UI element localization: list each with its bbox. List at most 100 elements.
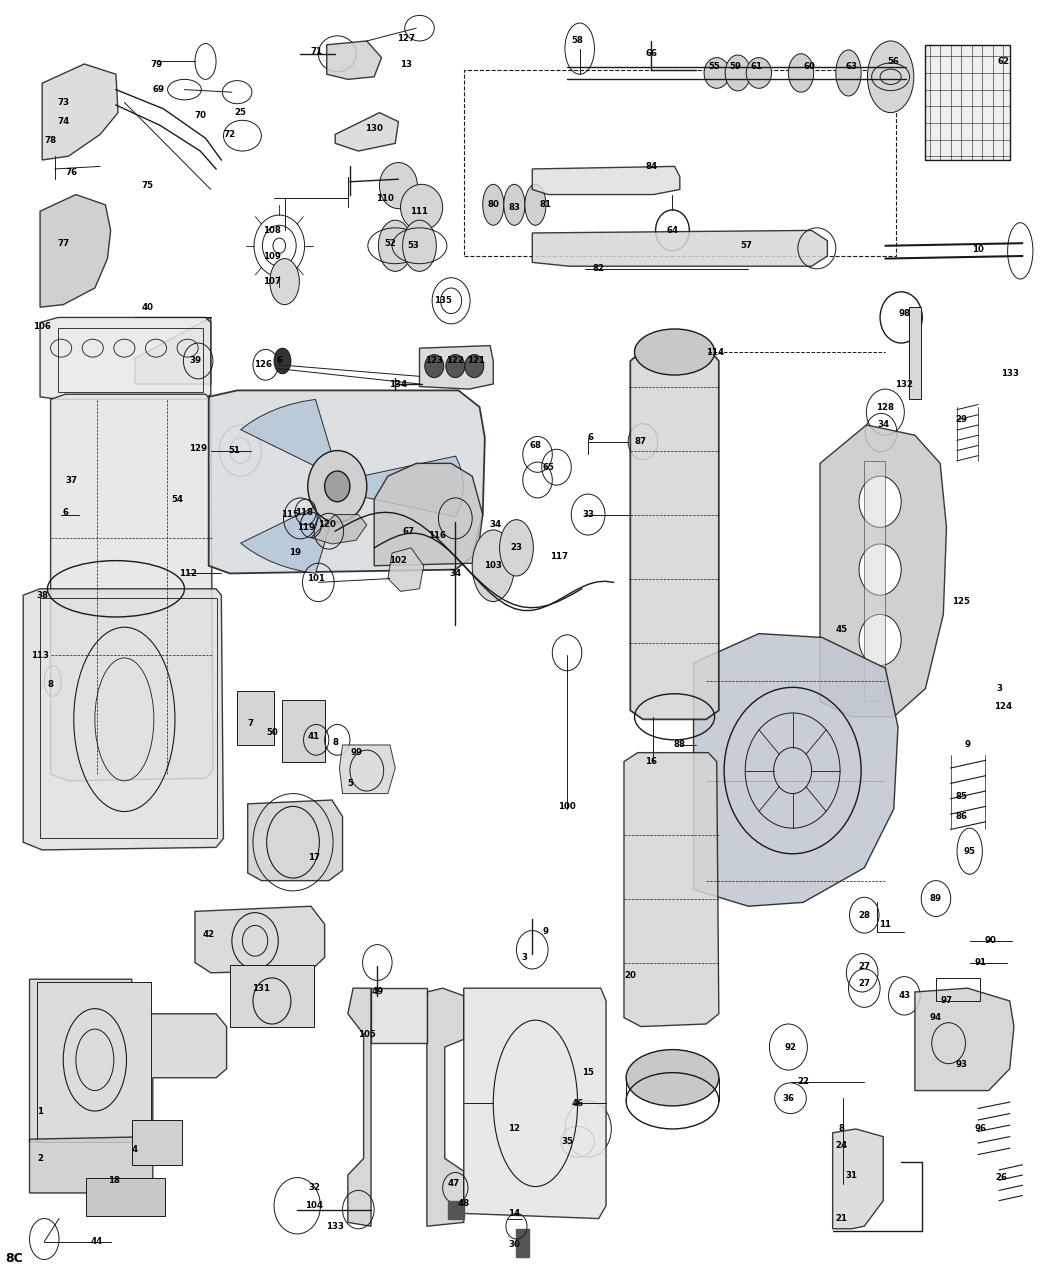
Text: 7: 7 bbox=[248, 718, 254, 728]
Ellipse shape bbox=[635, 329, 715, 375]
Polygon shape bbox=[30, 979, 227, 1142]
Ellipse shape bbox=[270, 259, 299, 305]
Text: 134: 134 bbox=[389, 379, 408, 389]
Text: 37: 37 bbox=[65, 475, 78, 485]
Text: 118: 118 bbox=[294, 507, 313, 517]
Text: 40: 40 bbox=[141, 302, 154, 312]
Bar bbox=[936, 978, 980, 1001]
Polygon shape bbox=[915, 988, 1014, 1091]
Text: 51: 51 bbox=[228, 445, 240, 456]
Text: 65: 65 bbox=[542, 462, 554, 472]
Bar bbox=[40, 598, 217, 838]
Polygon shape bbox=[42, 64, 118, 160]
Text: 130: 130 bbox=[366, 123, 383, 133]
Text: 133: 133 bbox=[326, 1221, 345, 1231]
Text: 122: 122 bbox=[446, 356, 465, 366]
Polygon shape bbox=[327, 41, 382, 79]
Text: 15: 15 bbox=[582, 1068, 594, 1078]
Text: 73: 73 bbox=[57, 97, 70, 108]
Text: 45: 45 bbox=[835, 625, 847, 635]
Text: 88: 88 bbox=[674, 740, 686, 750]
Text: 69: 69 bbox=[152, 84, 164, 95]
Text: 59: 59 bbox=[729, 61, 742, 72]
Text: 81: 81 bbox=[540, 200, 552, 210]
Text: 92: 92 bbox=[784, 1042, 797, 1052]
Polygon shape bbox=[195, 906, 325, 973]
Text: 46: 46 bbox=[571, 1098, 584, 1108]
Polygon shape bbox=[135, 317, 211, 384]
Text: 106: 106 bbox=[34, 321, 51, 332]
Text: 55: 55 bbox=[708, 61, 721, 72]
Polygon shape bbox=[209, 390, 485, 573]
Text: 58: 58 bbox=[571, 36, 584, 46]
Text: 28: 28 bbox=[858, 910, 871, 920]
Polygon shape bbox=[248, 800, 343, 881]
Ellipse shape bbox=[274, 348, 291, 374]
Text: 60: 60 bbox=[803, 61, 816, 72]
Polygon shape bbox=[624, 753, 719, 1027]
Ellipse shape bbox=[867, 41, 914, 113]
Bar bbox=[37, 982, 151, 1142]
Text: 68: 68 bbox=[529, 440, 542, 451]
Text: 98: 98 bbox=[898, 308, 911, 319]
Text: 5: 5 bbox=[347, 778, 353, 788]
Text: 104: 104 bbox=[305, 1201, 324, 1211]
Text: 1: 1 bbox=[37, 1106, 43, 1116]
Ellipse shape bbox=[465, 355, 484, 378]
Text: 47: 47 bbox=[447, 1179, 460, 1189]
Text: 25: 25 bbox=[234, 108, 247, 118]
Polygon shape bbox=[464, 988, 606, 1219]
Polygon shape bbox=[516, 1229, 529, 1257]
Bar bbox=[86, 1178, 165, 1216]
Polygon shape bbox=[864, 461, 885, 701]
Text: 53: 53 bbox=[407, 241, 419, 251]
Ellipse shape bbox=[504, 184, 525, 225]
Text: 117: 117 bbox=[549, 552, 568, 562]
Text: 9: 9 bbox=[964, 740, 971, 750]
Text: 27: 27 bbox=[858, 961, 871, 972]
Ellipse shape bbox=[500, 520, 533, 576]
Text: 2: 2 bbox=[37, 1153, 43, 1164]
Text: 131: 131 bbox=[252, 983, 271, 993]
Polygon shape bbox=[40, 317, 211, 399]
Text: 8C: 8C bbox=[5, 1252, 23, 1265]
Text: 21: 21 bbox=[835, 1213, 847, 1224]
Text: 57: 57 bbox=[740, 241, 753, 251]
Text: 83: 83 bbox=[508, 202, 521, 212]
Text: 34: 34 bbox=[489, 520, 502, 530]
Text: 9: 9 bbox=[543, 927, 549, 937]
Text: 85: 85 bbox=[955, 791, 968, 801]
Text: 80: 80 bbox=[487, 200, 500, 210]
Text: 8: 8 bbox=[838, 1124, 844, 1134]
Ellipse shape bbox=[525, 184, 546, 225]
Bar bbox=[58, 328, 203, 392]
Text: 87: 87 bbox=[635, 436, 647, 447]
Text: 67: 67 bbox=[403, 526, 415, 536]
Text: 125: 125 bbox=[953, 596, 970, 607]
Text: 39: 39 bbox=[189, 356, 201, 366]
Text: 34: 34 bbox=[877, 420, 890, 430]
Ellipse shape bbox=[859, 476, 901, 527]
Text: 79: 79 bbox=[150, 59, 162, 69]
Text: 33: 33 bbox=[582, 509, 594, 520]
Text: 64: 64 bbox=[666, 225, 679, 236]
Polygon shape bbox=[23, 589, 223, 850]
Text: 119: 119 bbox=[296, 522, 315, 532]
Ellipse shape bbox=[401, 184, 443, 230]
Text: 135: 135 bbox=[434, 296, 451, 306]
Polygon shape bbox=[833, 1129, 883, 1229]
Text: 99: 99 bbox=[350, 748, 363, 758]
Text: 4: 4 bbox=[132, 1144, 138, 1155]
Text: 132: 132 bbox=[895, 379, 914, 389]
Text: 11: 11 bbox=[879, 919, 892, 929]
Text: 129: 129 bbox=[189, 443, 208, 453]
Text: 102: 102 bbox=[390, 556, 407, 566]
Ellipse shape bbox=[725, 55, 750, 91]
Polygon shape bbox=[388, 548, 424, 591]
Text: 42: 42 bbox=[202, 929, 215, 940]
Ellipse shape bbox=[836, 50, 861, 96]
Bar bbox=[925, 45, 1010, 160]
Text: 94: 94 bbox=[930, 1012, 942, 1023]
Text: 116: 116 bbox=[428, 530, 447, 540]
Polygon shape bbox=[51, 394, 213, 781]
